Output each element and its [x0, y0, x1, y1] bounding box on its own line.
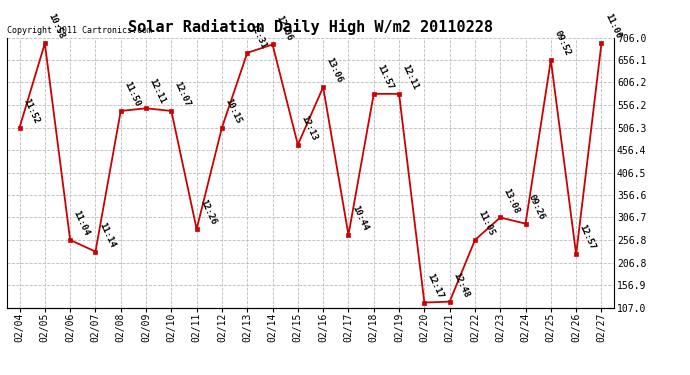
- Text: 11:52: 11:52: [21, 97, 41, 125]
- Text: 09:52: 09:52: [552, 29, 572, 57]
- Text: 12:57: 12:57: [578, 224, 597, 252]
- Text: 11:04: 11:04: [72, 209, 91, 237]
- Title: Solar Radiation Daily High W/m2 20110228: Solar Radiation Daily High W/m2 20110228: [128, 19, 493, 35]
- Text: 11:50: 11:50: [122, 80, 141, 108]
- Text: 13:08: 13:08: [502, 186, 521, 215]
- Text: 12:26: 12:26: [198, 198, 217, 226]
- Text: 13:06: 13:06: [324, 56, 344, 84]
- Text: 12:13: 12:13: [299, 114, 319, 142]
- Text: Copyright 2011 Cartronics.com: Copyright 2011 Cartronics.com: [7, 26, 152, 35]
- Text: 12:07: 12:07: [172, 80, 193, 108]
- Text: 12:11: 12:11: [400, 63, 420, 91]
- Text: 12:31: 12:31: [248, 22, 268, 50]
- Text: 12:06: 12:06: [274, 13, 293, 42]
- Text: 10:44: 10:44: [350, 204, 369, 232]
- Text: 10:15: 10:15: [224, 97, 243, 125]
- Text: 12:11: 12:11: [148, 77, 167, 105]
- Text: 12:48: 12:48: [451, 271, 471, 299]
- Text: 11:57: 11:57: [375, 63, 395, 91]
- Text: 11:00: 11:00: [603, 12, 622, 40]
- Text: 11:05: 11:05: [476, 209, 496, 237]
- Text: 10:58: 10:58: [46, 12, 66, 40]
- Text: 12:17: 12:17: [426, 272, 445, 300]
- Text: 09:26: 09:26: [527, 193, 546, 221]
- Text: 11:14: 11:14: [97, 220, 117, 249]
